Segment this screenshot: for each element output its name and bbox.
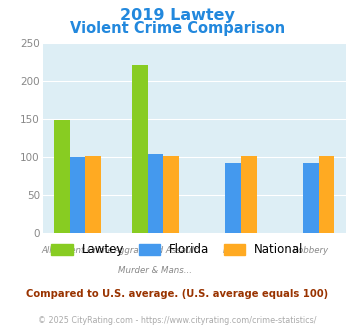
Text: Aggravated Assault: Aggravated Assault: [113, 246, 198, 255]
Bar: [319, 156, 334, 233]
Text: Robbery: Robbery: [293, 246, 329, 255]
Bar: [86, 156, 101, 233]
Bar: [225, 163, 241, 233]
Text: 2019 Lawtey: 2019 Lawtey: [120, 8, 235, 23]
Bar: [163, 156, 179, 233]
Bar: [303, 163, 319, 233]
Text: © 2025 CityRating.com - https://www.cityrating.com/crime-statistics/: © 2025 CityRating.com - https://www.city…: [38, 316, 317, 325]
Text: Rape: Rape: [222, 246, 244, 255]
Bar: [241, 156, 257, 233]
Bar: [148, 154, 163, 233]
Text: Violent Crime Comparison: Violent Crime Comparison: [70, 21, 285, 36]
Legend: Lawtey, Florida, National: Lawtey, Florida, National: [51, 244, 304, 256]
Bar: [54, 120, 70, 233]
Text: Murder & Mans...: Murder & Mans...: [119, 266, 192, 275]
Text: All Violent Crime: All Violent Crime: [42, 246, 114, 255]
Text: Compared to U.S. average. (U.S. average equals 100): Compared to U.S. average. (U.S. average …: [26, 289, 329, 299]
Bar: [70, 157, 86, 233]
Bar: [132, 65, 148, 233]
